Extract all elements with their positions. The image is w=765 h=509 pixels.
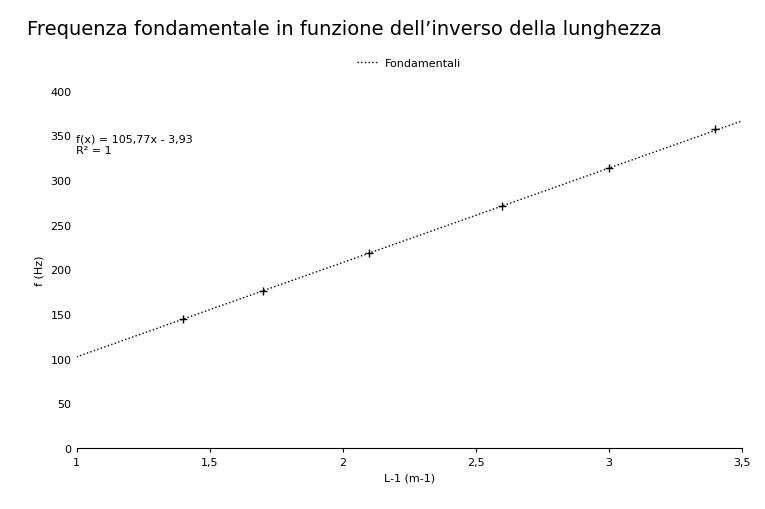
Fondamentali <box>152 326 161 332</box>
Fondamentali <box>336 261 345 267</box>
Fondamentali <box>490 206 500 212</box>
Fondamentali <box>552 184 562 190</box>
Fondamentali <box>288 277 298 284</box>
Fondamentali <box>737 119 747 125</box>
Text: Frequenza fondamentale in funzione dell’inverso della lunghezza: Frequenza fondamentale in funzione dell’… <box>27 20 662 39</box>
Text: f(x) = 105,77x - 3,93
R² = 1: f(x) = 105,77x - 3,93 R² = 1 <box>76 134 194 156</box>
X-axis label: L-1 (m-1): L-1 (m-1) <box>384 472 435 483</box>
Legend: Fondamentali: Fondamentali <box>353 54 466 73</box>
Fondamentali <box>72 354 81 360</box>
Line: Fondamentali: Fondamentali <box>76 122 742 357</box>
Y-axis label: f (Hz): f (Hz) <box>35 254 45 285</box>
Fondamentali <box>555 183 565 189</box>
